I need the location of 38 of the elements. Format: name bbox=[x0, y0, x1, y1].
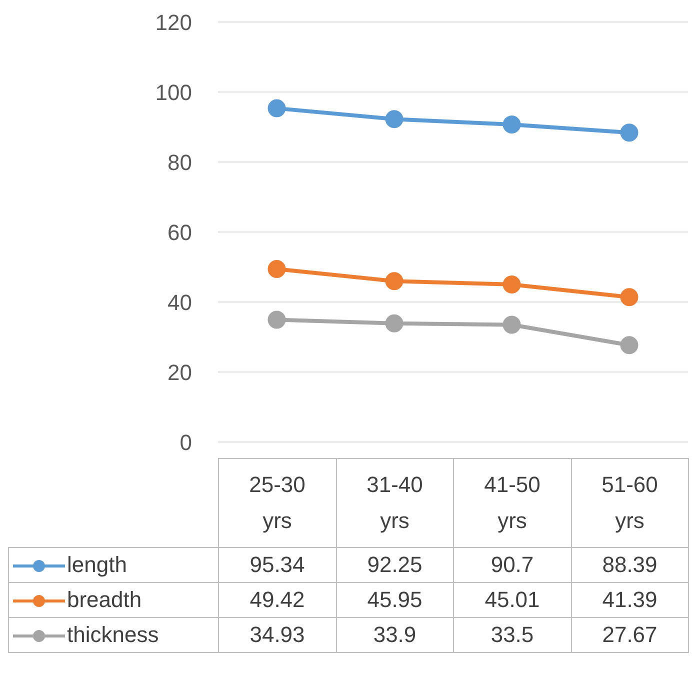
data-label: 33.9 bbox=[336, 618, 454, 652]
data-label: 95.34 bbox=[218, 548, 336, 582]
x-tick-label: 31-40 yrs bbox=[336, 458, 454, 548]
y-tick-label: 0 bbox=[180, 430, 192, 455]
data-label: 45.95 bbox=[336, 582, 454, 618]
point bbox=[502, 116, 521, 134]
x-tick-label: 25-30 yrs bbox=[218, 458, 336, 548]
legend-label: breadth bbox=[67, 587, 142, 612]
y-tick-label: 120 bbox=[155, 10, 192, 35]
data-label: 27.67 bbox=[571, 618, 688, 652]
data-label: 88.39 bbox=[571, 548, 688, 582]
data-label: 45.01 bbox=[454, 582, 571, 618]
y-tick-label: 20 bbox=[168, 360, 192, 385]
data-label: 90.7 bbox=[454, 548, 571, 582]
legend-label: length bbox=[67, 552, 127, 577]
y-tick-label: 100 bbox=[155, 80, 192, 105]
x-tick-label: 51-60 yrs bbox=[571, 458, 688, 548]
y-tick-label: 80 bbox=[168, 150, 192, 175]
point bbox=[268, 260, 286, 278]
data-label: 33.5 bbox=[454, 618, 571, 652]
point bbox=[268, 310, 286, 329]
point bbox=[620, 124, 638, 142]
x-tick-label: 41-50 yrs bbox=[454, 458, 571, 548]
point bbox=[385, 272, 404, 290]
point bbox=[385, 110, 404, 128]
data-label: 41.39 bbox=[571, 582, 688, 618]
y-tick-label: 60 bbox=[168, 220, 192, 245]
point bbox=[385, 314, 404, 332]
point bbox=[620, 336, 638, 354]
point bbox=[502, 275, 521, 294]
data-label: 49.42 bbox=[218, 582, 336, 618]
point bbox=[502, 316, 521, 334]
data-label: 34.93 bbox=[218, 618, 336, 652]
point bbox=[268, 99, 286, 118]
legend-label: thickness bbox=[67, 622, 159, 647]
data-label: 92.25 bbox=[336, 548, 454, 582]
point bbox=[620, 288, 638, 306]
y-tick-label: 40 bbox=[168, 290, 192, 315]
